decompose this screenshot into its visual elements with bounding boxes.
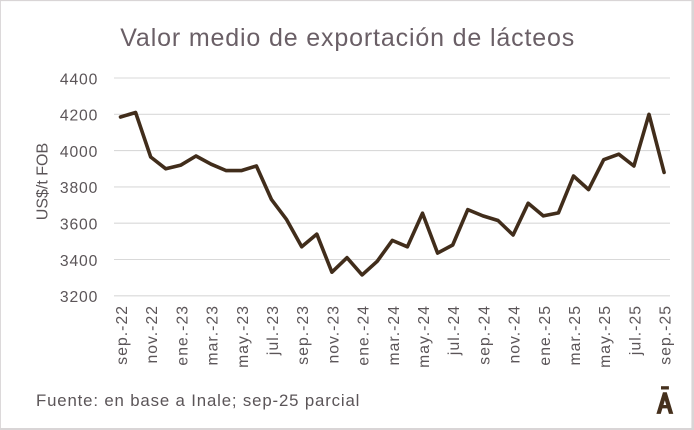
svg-text:mar.-23: mar.-23	[205, 305, 222, 366]
svg-text:nov.-24: nov.-24	[507, 305, 524, 364]
svg-text:3600: 3600	[60, 217, 98, 234]
svg-text:mar.-24: mar.-24	[386, 305, 403, 366]
svg-text:jul.-25: jul.-25	[627, 305, 644, 356]
svg-text:jul.-24: jul.-24	[446, 305, 463, 356]
svg-text:jul.-23: jul.-23	[265, 305, 282, 356]
svg-text:3200: 3200	[60, 289, 98, 306]
svg-text:may.-23: may.-23	[235, 305, 252, 368]
svg-text:US$/t FOB: US$/t FOB	[34, 143, 51, 220]
svg-text:Valor medio de exportación de: Valor medio de exportación de lácteos	[120, 24, 575, 52]
svg-text:may.-24: may.-24	[416, 305, 433, 368]
svg-text:sep.-23: sep.-23	[295, 305, 312, 365]
svg-text:sep.-24: sep.-24	[476, 305, 493, 365]
svg-text:4400: 4400	[60, 71, 98, 88]
svg-text:3800: 3800	[60, 180, 98, 197]
svg-text:ene.-25: ene.-25	[537, 305, 554, 366]
svg-text:3400: 3400	[60, 253, 98, 270]
svg-text:4200: 4200	[60, 108, 98, 125]
svg-text:nov.-23: nov.-23	[325, 305, 342, 364]
svg-text:ene.-23: ene.-23	[174, 305, 191, 366]
svg-text:4000: 4000	[60, 144, 98, 161]
svg-text:may.-25: may.-25	[597, 305, 614, 368]
svg-text:sep.-22: sep.-22	[114, 305, 131, 365]
svg-text:Fuente: en base a Inale; sep-2: Fuente: en base a Inale; sep-25 parcial	[36, 391, 360, 410]
svg-text:ene.-24: ene.-24	[356, 305, 373, 366]
svg-text:nov.-22: nov.-22	[144, 305, 161, 364]
svg-text:sep.-25: sep.-25	[658, 305, 675, 365]
svg-text:mar.-25: mar.-25	[567, 305, 584, 366]
